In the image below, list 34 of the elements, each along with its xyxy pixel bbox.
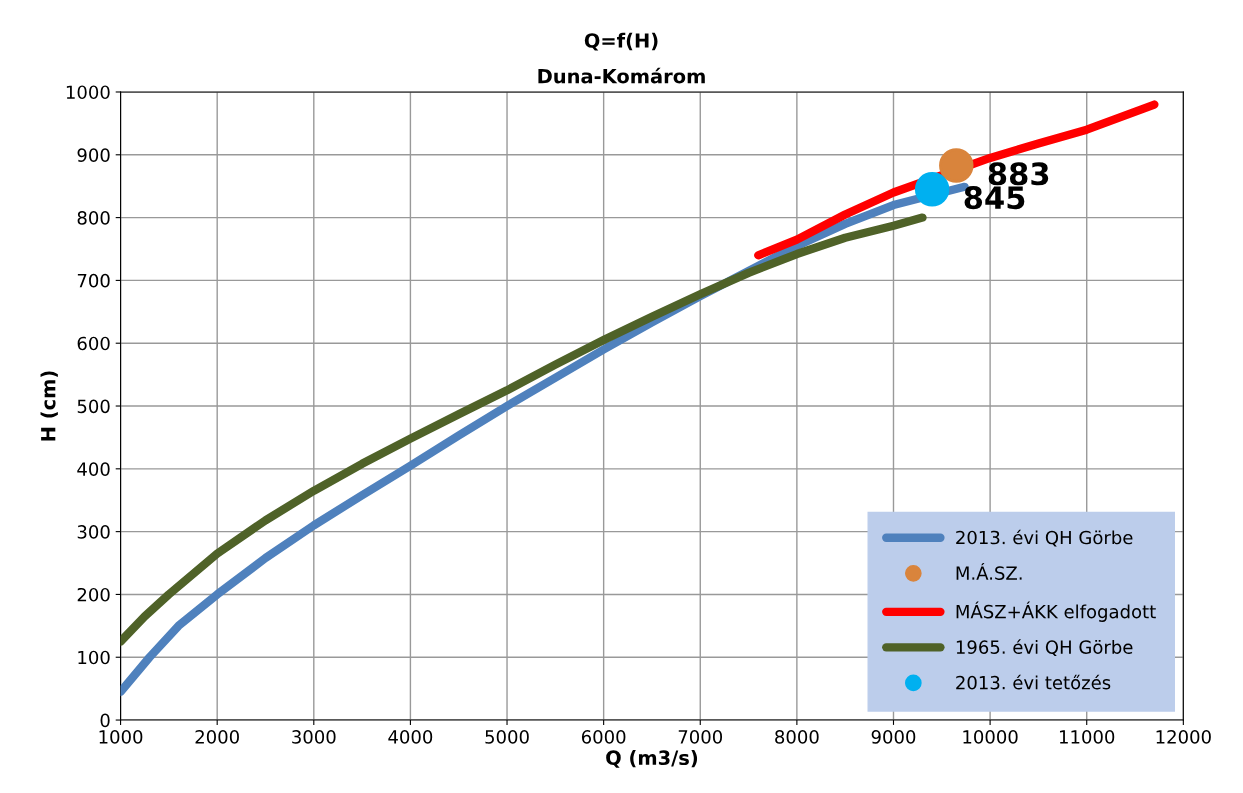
annotation: 845 bbox=[964, 186, 1025, 210]
x-tick-label: 10000 bbox=[963, 730, 1018, 744]
y-tick-label: 500 bbox=[77, 399, 110, 414]
y-tick-label: 0 bbox=[100, 713, 110, 728]
y-tick-label: 400 bbox=[77, 462, 110, 476]
x-tick-label: 7000 bbox=[678, 730, 723, 744]
x-tick-label: 1000 bbox=[99, 730, 143, 744]
y-tick-label: 1000 bbox=[66, 85, 110, 100]
x-tick-label: 8000 bbox=[775, 730, 819, 744]
y-tick-label: 800 bbox=[77, 211, 110, 225]
chart-subtitle: Duna-Komárom bbox=[538, 67, 705, 84]
y-tick-label: 900 bbox=[77, 148, 110, 162]
legend-label: 2013. évi tetőzés bbox=[956, 674, 1111, 690]
annotation: 883 bbox=[988, 162, 1049, 186]
legend-label: 2013. évi QH Görbe bbox=[956, 529, 1133, 547]
x-tick-label: 11000 bbox=[1059, 730, 1115, 744]
x-tick-label: 9000 bbox=[871, 730, 916, 744]
legend-label: MÁSZ+ÁKK elfogadott bbox=[956, 601, 1156, 622]
x-tick-label: 6000 bbox=[581, 730, 626, 744]
legend-label: 1965. évi QH Görbe bbox=[956, 639, 1133, 656]
y-tick-label: 300 bbox=[77, 525, 110, 539]
chart-title: Q=f(H) bbox=[584, 32, 658, 51]
x-tick-label: 12000 bbox=[1156, 730, 1211, 744]
y-tick-label: 600 bbox=[77, 336, 110, 351]
legend-label: M.Á.SZ. bbox=[956, 562, 1022, 580]
y-axis-title: H (cm) bbox=[40, 371, 58, 441]
y-tick-label: 700 bbox=[77, 273, 110, 288]
y-tick-label: 200 bbox=[77, 587, 110, 602]
y-tick-label: 100 bbox=[78, 650, 110, 665]
x-axis-title: Q (m3/s) bbox=[606, 750, 698, 768]
x-tick-label: 4000 bbox=[388, 730, 433, 744]
x-tick-label: 5000 bbox=[485, 730, 529, 744]
x-tick-label: 3000 bbox=[292, 730, 336, 744]
x-tick-label: 2000 bbox=[195, 730, 239, 744]
